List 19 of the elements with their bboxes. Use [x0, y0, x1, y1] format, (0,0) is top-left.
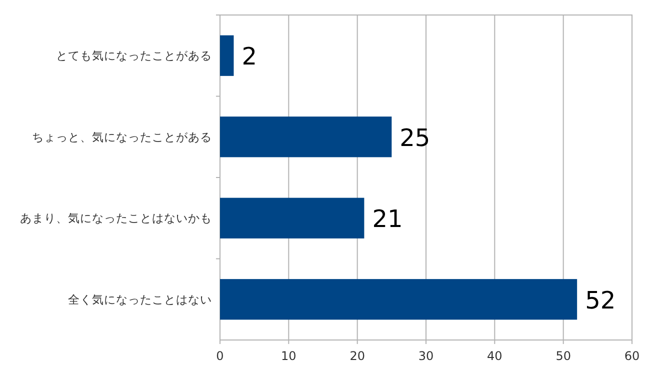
data-label: 21 — [372, 205, 403, 234]
bar — [220, 35, 234, 76]
x-tick-label: 20 — [350, 349, 365, 363]
bar — [220, 198, 364, 238]
data-label: 2 — [242, 42, 258, 71]
data-label: 52 — [585, 286, 616, 314]
x-tick-label: 0 — [216, 349, 224, 363]
x-tick-label: 60 — [624, 349, 640, 363]
x-tick-label: 10 — [281, 349, 296, 363]
x-tick-label: 50 — [556, 349, 571, 363]
bar — [220, 279, 578, 320]
x-tick-label: 40 — [487, 349, 502, 363]
bar — [220, 116, 392, 158]
y-tick-label: ちょっと、気になったことがある — [32, 130, 212, 144]
data-label: 25 — [400, 124, 430, 152]
y-tick-label: 全く気になったことはない — [68, 292, 212, 306]
y-tick-label: あまり、気になったことはないかも — [20, 211, 212, 226]
x-tick-label: 30 — [418, 349, 434, 363]
y-tick-label: とても気になったことがある — [56, 48, 212, 63]
